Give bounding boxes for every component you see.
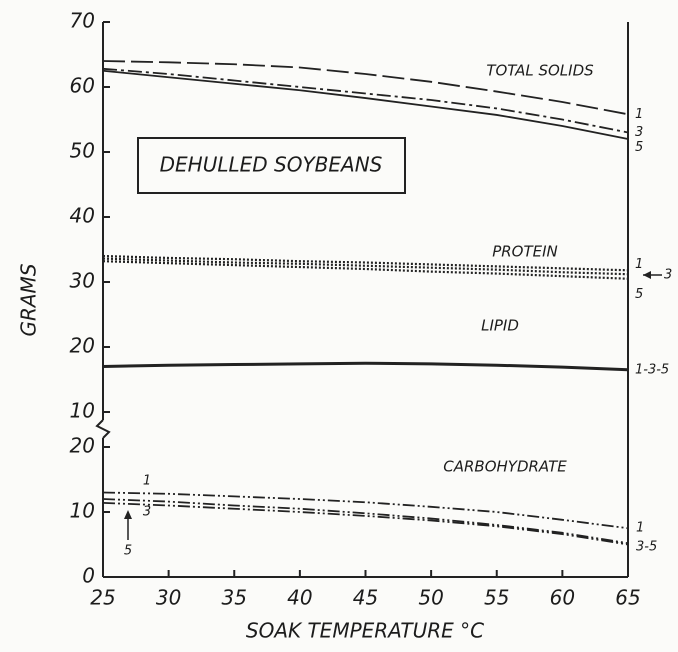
end-label: 3-5 <box>636 540 657 555</box>
line <box>102 254 629 272</box>
y-tick-label: 60 <box>70 74 95 98</box>
series-label: 5 <box>635 140 643 155</box>
x-tick-label: 30 <box>156 586 181 610</box>
series-label: 1 <box>143 474 151 489</box>
series-label: 1-3-5 <box>635 362 669 377</box>
y-tick-label: 30 <box>70 269 95 293</box>
annotation: PROTEIN <box>492 243 558 261</box>
y-tick-label: 10 <box>70 399 95 423</box>
x-tick-label: 45 <box>353 586 378 610</box>
annotation: TOTAL SOLIDS <box>486 62 594 80</box>
y-tick-label: 70 <box>70 9 95 33</box>
axes <box>95 22 629 578</box>
line <box>102 67 629 134</box>
series-label: 1 <box>635 257 643 272</box>
series-label: 3 <box>664 268 672 283</box>
annotation: CARBOHYDRATE <box>443 458 567 476</box>
annotation-box <box>137 137 406 194</box>
x-tick-label: 60 <box>550 586 575 610</box>
arrow-head <box>124 271 651 519</box>
series-label: 1 <box>635 107 643 122</box>
x-tick-label: 35 <box>222 586 247 610</box>
series-label: 3 <box>143 505 151 520</box>
x-tick-label: 50 <box>418 586 443 610</box>
x-tick-label: 55 <box>484 586 509 610</box>
line <box>102 260 629 280</box>
y-tick-label: 20 <box>70 434 95 458</box>
x-tick-label: 25 <box>90 586 115 610</box>
y-tick-label: 10 <box>70 499 95 523</box>
line <box>102 69 629 140</box>
series-label: 5 <box>635 287 643 302</box>
annotation: DEHULLED SOYBEANS <box>160 153 383 177</box>
y-tick-label: 50 <box>70 139 95 163</box>
x-tick-label: 65 <box>615 586 640 610</box>
end-label: 1 <box>636 521 644 536</box>
line <box>102 257 629 276</box>
line <box>102 502 629 546</box>
x-axis-label: SOAK TEMPERATURE °C <box>246 619 484 643</box>
line <box>102 361 629 372</box>
line <box>102 60 629 116</box>
y-axis-label: GRAMS <box>17 263 41 336</box>
y-tick-label: 0 <box>82 564 95 588</box>
line <box>102 491 629 530</box>
series-label: 3 <box>635 125 643 140</box>
y-tick-label: 20 <box>70 334 95 358</box>
x-tick-label: 40 <box>287 586 312 610</box>
series-label: 5 <box>124 544 132 559</box>
y-tick-label: 40 <box>70 204 95 228</box>
annotation: LIPID <box>481 317 519 335</box>
